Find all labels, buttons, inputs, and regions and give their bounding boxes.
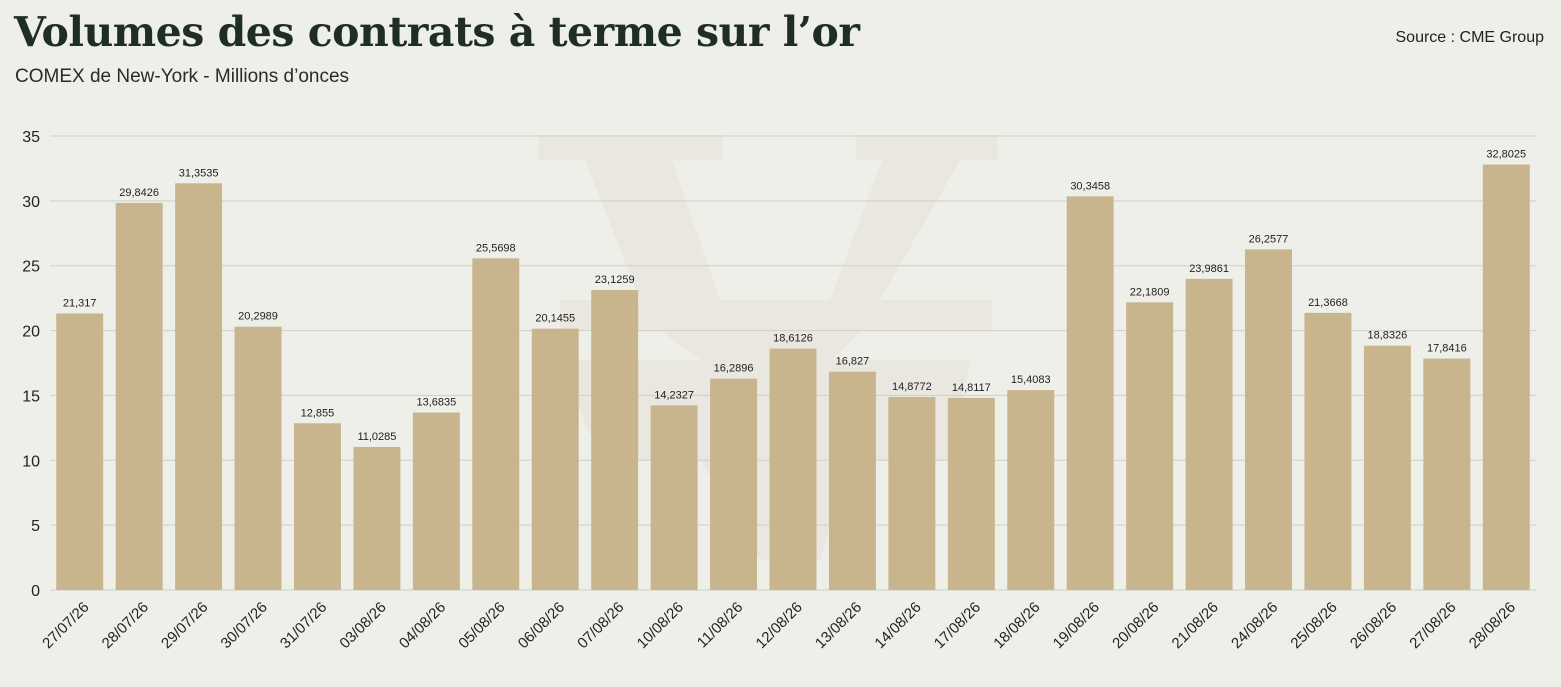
x-tick-label: 26/08/26 bbox=[1347, 599, 1400, 652]
x-tick-label: 29/07/26 bbox=[158, 599, 211, 652]
data-label: 21,317 bbox=[63, 297, 97, 309]
y-tick-label: 20 bbox=[22, 324, 40, 341]
bar bbox=[1482, 164, 1530, 591]
bar bbox=[1007, 390, 1055, 590]
data-label: 20,1455 bbox=[535, 313, 575, 325]
bar bbox=[1423, 358, 1471, 590]
x-tick-label: 07/08/26 bbox=[574, 599, 627, 652]
data-label: 31,3535 bbox=[179, 167, 219, 179]
data-label: 13,6835 bbox=[416, 397, 456, 409]
x-tick-label: 27/08/26 bbox=[1406, 599, 1459, 652]
data-label: 12,855 bbox=[301, 407, 335, 419]
x-tick-label: 05/08/26 bbox=[455, 599, 508, 652]
bar bbox=[175, 183, 223, 591]
x-tick-label: 11/08/26 bbox=[694, 599, 747, 652]
x-tick-label: 20/08/26 bbox=[1109, 599, 1162, 652]
bar bbox=[1363, 345, 1411, 590]
x-tick-label: 27/07/26 bbox=[39, 599, 92, 652]
y-axis-ticks: 0 5 10 15 20 25 30 35 bbox=[22, 129, 40, 600]
data-label: 22,1809 bbox=[1130, 286, 1170, 298]
bar bbox=[1304, 312, 1352, 590]
x-tick-label: 30/07/26 bbox=[218, 599, 271, 652]
x-tick-label: 10/08/26 bbox=[634, 599, 687, 652]
data-label: 11,0285 bbox=[357, 431, 396, 443]
y-tick-label: 15 bbox=[22, 388, 40, 405]
data-label: 15,4083 bbox=[1011, 374, 1051, 386]
bar bbox=[234, 326, 282, 590]
bar bbox=[1245, 249, 1292, 590]
bar bbox=[353, 446, 401, 590]
data-label: 20,2989 bbox=[238, 311, 278, 323]
bar bbox=[947, 397, 995, 590]
bar bbox=[294, 423, 341, 590]
data-label: 32,8025 bbox=[1486, 149, 1526, 161]
x-tick-label: 14/08/26 bbox=[871, 599, 924, 652]
data-label: 30,3458 bbox=[1070, 180, 1110, 192]
data-label: 14,8117 bbox=[952, 382, 991, 394]
x-tick-label: 19/08/26 bbox=[1050, 599, 1103, 652]
data-label: 16,827 bbox=[836, 356, 870, 368]
y-tick-label: 25 bbox=[22, 259, 40, 276]
y-tick-label: 30 bbox=[22, 194, 40, 211]
data-label: 14,8772 bbox=[892, 381, 932, 393]
data-label: 23,9861 bbox=[1189, 263, 1229, 275]
bar bbox=[828, 371, 876, 590]
bar bbox=[531, 328, 579, 590]
bar bbox=[1185, 278, 1233, 590]
data-label: 23,1259 bbox=[595, 274, 635, 286]
bar bbox=[1126, 302, 1174, 590]
y-tick-label: 10 bbox=[22, 453, 40, 470]
data-label: 25,5698 bbox=[476, 242, 516, 254]
x-tick-label: 04/08/26 bbox=[396, 599, 449, 652]
chart-title: Volumes des contrats à terme sur l’or bbox=[14, 8, 860, 56]
x-tick-label: 18/08/26 bbox=[990, 599, 1043, 652]
bar bbox=[650, 405, 698, 590]
bar bbox=[1066, 196, 1114, 590]
x-tick-label: 31/07/26 bbox=[277, 599, 330, 652]
data-label: 18,8326 bbox=[1368, 330, 1408, 342]
x-tick-label: 12/08/26 bbox=[753, 599, 806, 652]
bar bbox=[115, 202, 163, 590]
bar bbox=[710, 378, 758, 590]
y-tick-label: 5 bbox=[31, 518, 40, 535]
chart-subtitle: COMEX de New-York - Millions d’onces bbox=[15, 66, 350, 87]
bars bbox=[56, 164, 1530, 591]
data-label: 16,2896 bbox=[714, 363, 754, 375]
bar bbox=[412, 412, 460, 590]
x-tick-label: 21/08/26 bbox=[1169, 599, 1222, 652]
x-axis-ticks: 27/07/26 28/07/26 29/07/26 30/07/26 31/07/26… bbox=[39, 599, 1519, 652]
x-tick-label: 28/08/26 bbox=[1466, 599, 1519, 652]
bar bbox=[888, 397, 936, 590]
x-tick-label: 17/08/26 bbox=[931, 599, 984, 652]
x-tick-label: 03/08/26 bbox=[336, 599, 389, 652]
x-tick-label: 24/08/26 bbox=[1228, 599, 1281, 652]
y-tick-label: 35 bbox=[22, 129, 40, 146]
x-tick-label: 06/08/26 bbox=[515, 599, 568, 652]
data-labels: 21,317 29,8426 31,3535 20,2989 12,855 11,0285… bbox=[63, 149, 1526, 443]
bar bbox=[591, 290, 639, 590]
bar bbox=[56, 313, 104, 590]
data-label: 17,8416 bbox=[1427, 343, 1467, 355]
y-tick-label: 0 bbox=[31, 583, 40, 600]
data-label: 18,6126 bbox=[773, 333, 813, 345]
bar bbox=[472, 258, 520, 590]
x-tick-label: 13/08/26 bbox=[812, 599, 865, 652]
bar bbox=[769, 348, 817, 590]
source-note: Source : CME Group bbox=[1395, 29, 1545, 46]
x-tick-label: 28/07/26 bbox=[99, 599, 152, 652]
data-label: 29,8426 bbox=[119, 187, 159, 199]
data-label: 14,2327 bbox=[654, 389, 694, 401]
x-tick-label: 25/08/26 bbox=[1287, 599, 1340, 652]
data-label: 26,2577 bbox=[1249, 233, 1289, 245]
data-label: 21,3668 bbox=[1308, 297, 1348, 309]
